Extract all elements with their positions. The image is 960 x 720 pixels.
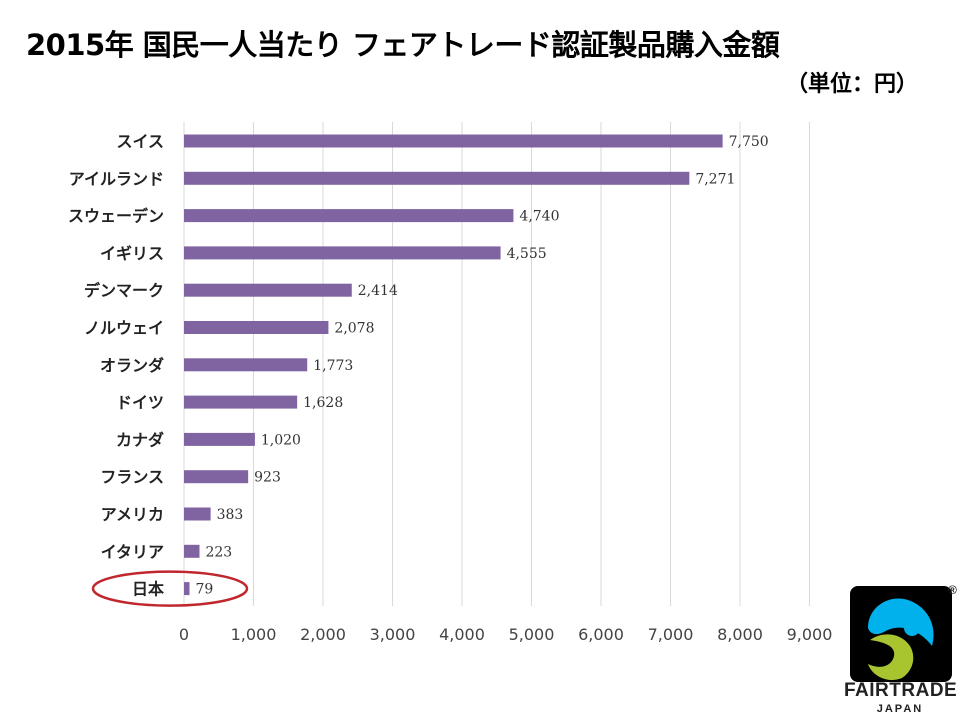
value-label: 1,773 bbox=[313, 358, 353, 374]
value-label: 1,020 bbox=[261, 432, 301, 448]
unit-label: （単位：円） bbox=[785, 72, 918, 97]
bar bbox=[184, 432, 255, 446]
category-label: フランス bbox=[100, 468, 164, 487]
value-label: 79 bbox=[195, 582, 213, 598]
value-label: 2,414 bbox=[358, 283, 398, 299]
x-tick-label: 4,000 bbox=[439, 625, 485, 644]
bar bbox=[184, 246, 501, 260]
bar bbox=[184, 395, 298, 409]
value-label: 4,740 bbox=[519, 209, 559, 225]
bar bbox=[184, 507, 211, 521]
bar bbox=[184, 321, 329, 334]
category-label: ノルウェイ bbox=[84, 319, 164, 338]
x-tick-label: 1,000 bbox=[231, 625, 277, 644]
x-tick-label: 7,000 bbox=[648, 625, 694, 644]
logo-wordmark: FAIRTRADE bbox=[844, 680, 958, 701]
value-label: 4,555 bbox=[507, 246, 547, 262]
bar bbox=[184, 283, 352, 297]
value-label: 7,271 bbox=[695, 171, 735, 187]
japan-highlight-circle bbox=[91, 570, 249, 607]
category-label: スイス bbox=[116, 132, 164, 151]
category-label: アメリカ bbox=[101, 505, 164, 524]
x-tick-label: 2,000 bbox=[300, 625, 346, 644]
category-label: イタリア bbox=[101, 542, 164, 561]
category-label: ドイツ bbox=[116, 393, 164, 412]
x-tick-label: 5,000 bbox=[509, 625, 555, 644]
value-label: 923 bbox=[254, 470, 281, 486]
registered-mark: ® bbox=[948, 583, 957, 597]
value-label: 223 bbox=[205, 544, 232, 560]
value-label: 7,750 bbox=[729, 134, 769, 150]
category-label: デンマーク bbox=[84, 281, 164, 300]
category-label: 日本 bbox=[132, 580, 164, 599]
x-tick-label: 8,000 bbox=[717, 625, 763, 644]
bar bbox=[184, 134, 723, 148]
category-label: オランダ bbox=[100, 356, 164, 375]
value-labels: 7,750 7,271 4,740 4,555 2,414 2,078 1,773 1,628… bbox=[195, 134, 768, 598]
chart-title: 2015年 国民一人当たり フェアトレード認証製品購入金額 bbox=[26, 28, 780, 62]
bar bbox=[184, 582, 190, 596]
bars bbox=[184, 134, 723, 596]
bar bbox=[184, 209, 514, 223]
category-label: スウェーデン bbox=[68, 207, 164, 226]
category-label: イギリス bbox=[100, 244, 164, 263]
bar bbox=[184, 544, 200, 558]
value-label: 383 bbox=[217, 507, 244, 523]
logo-sub-wordmark: JAPAN bbox=[876, 703, 924, 715]
category-label: カナダ bbox=[116, 430, 164, 449]
x-tick-label: 6,000 bbox=[578, 625, 624, 644]
category-labels: スイスアイルランドスウェーデンイギリスデンマークノルウェイオランダドイツカナダフ… bbox=[68, 132, 164, 599]
x-axis-ticks: 0 1,000 2,000 3,000 4,000 5,000 6,000 7,000 8,00… bbox=[179, 625, 833, 644]
bar bbox=[184, 358, 308, 372]
x-tick-label: 3,000 bbox=[370, 625, 416, 644]
fairtrade-logo: ® bbox=[850, 583, 957, 682]
bar bbox=[184, 171, 690, 185]
x-tick-label: 9,000 bbox=[787, 625, 833, 644]
gridlines bbox=[183, 122, 810, 606]
category-label: アイルランド bbox=[69, 169, 164, 188]
bar bbox=[184, 470, 249, 484]
value-label: 2,078 bbox=[334, 321, 374, 337]
value-label: 1,628 bbox=[303, 395, 343, 411]
x-tick-label: 0 bbox=[179, 625, 189, 644]
